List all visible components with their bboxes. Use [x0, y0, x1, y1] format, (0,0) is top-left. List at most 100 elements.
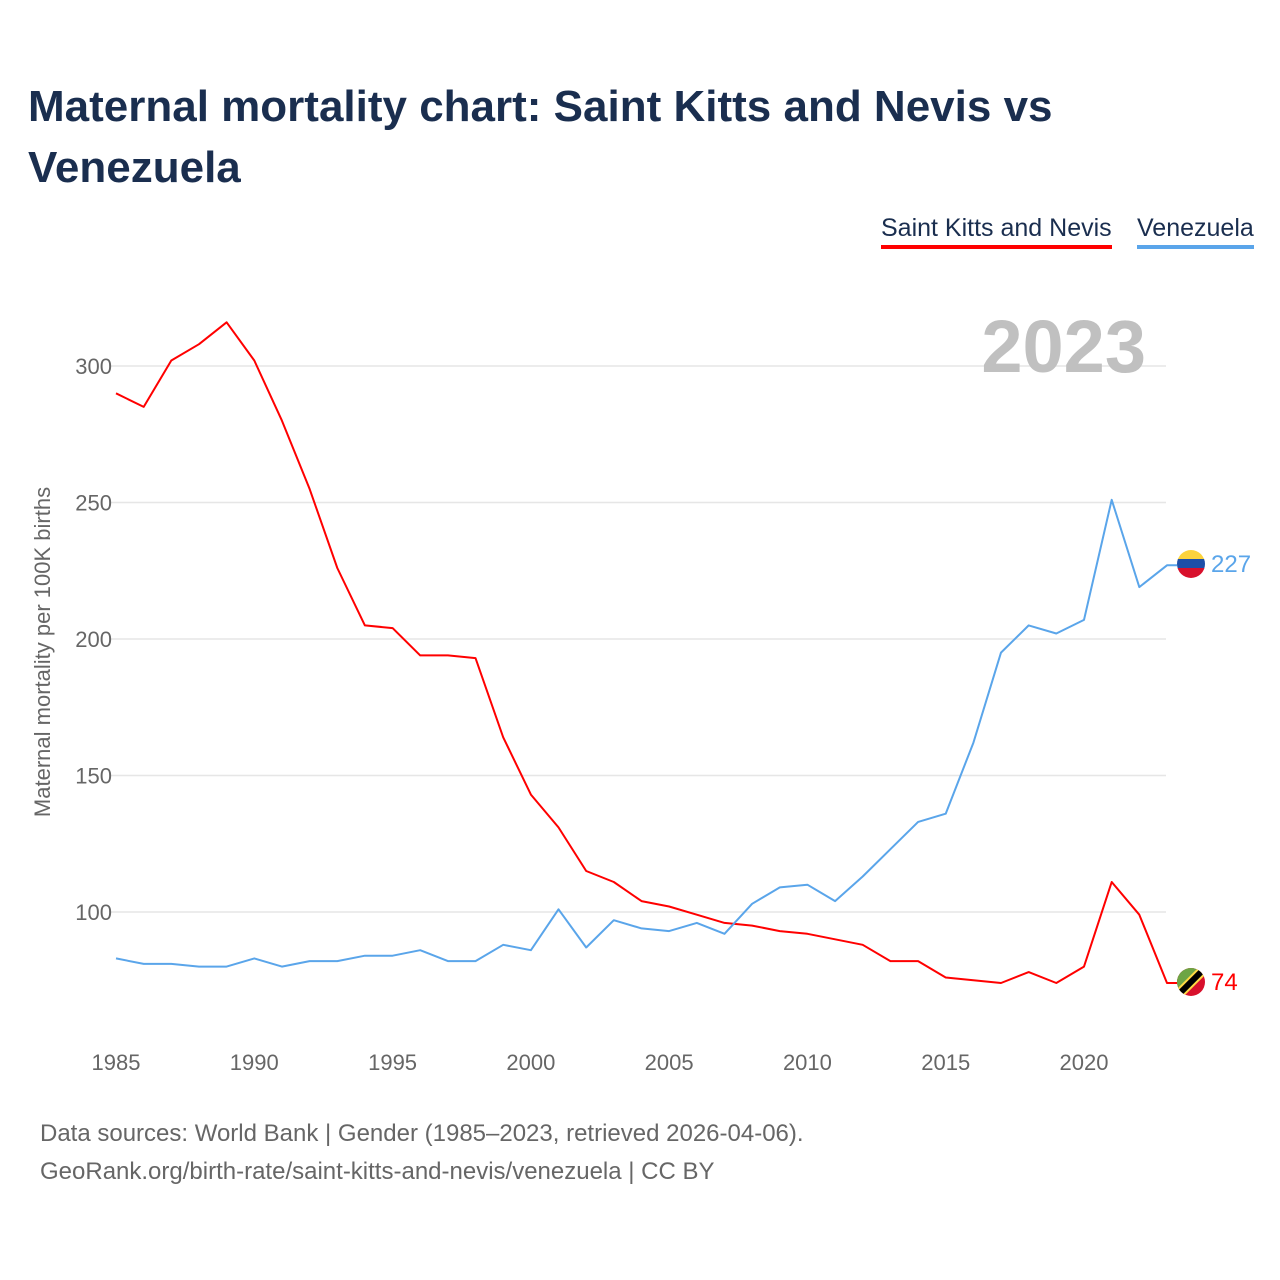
data-point[interactable] [637, 924, 645, 932]
data-point[interactable] [748, 900, 756, 908]
data-point[interactable] [886, 845, 894, 853]
data-point[interactable] [195, 340, 203, 348]
data-point[interactable] [748, 922, 756, 930]
data-point[interactable] [859, 941, 867, 949]
data-point[interactable] [278, 417, 286, 425]
series-line-saint-kitts-and-nevis [115, 321, 1177, 984]
saint-kitts-end-label: 74 [1211, 969, 1238, 996]
x-tick-label: 1985 [92, 1050, 141, 1075]
data-point[interactable] [333, 957, 341, 965]
data-point[interactable] [223, 963, 231, 971]
data-point[interactable] [444, 957, 452, 965]
data-point[interactable] [1163, 561, 1171, 569]
data-point[interactable] [637, 897, 645, 905]
data-point[interactable] [914, 957, 922, 965]
data-point[interactable] [389, 624, 397, 632]
data-point[interactable] [361, 621, 369, 629]
data-point[interactable] [195, 963, 203, 971]
data-point[interactable] [333, 564, 341, 572]
data-point[interactable] [610, 878, 618, 886]
data-point[interactable] [914, 818, 922, 826]
data-point[interactable] [112, 954, 120, 962]
data-point[interactable] [831, 935, 839, 943]
data-point[interactable] [886, 957, 894, 965]
data-point[interactable] [472, 957, 480, 965]
data-point[interactable] [223, 318, 231, 326]
attribution: GeoRank.org/birth-rate/saint-kitts-and-n… [40, 1158, 715, 1185]
data-point[interactable] [1108, 496, 1116, 504]
data-point[interactable] [720, 930, 728, 938]
data-point[interactable] [1025, 968, 1033, 976]
data-point[interactable] [250, 357, 258, 365]
data-point[interactable] [555, 823, 563, 831]
data-point[interactable] [831, 897, 839, 905]
data-point[interactable] [278, 963, 286, 971]
data-point[interactable] [527, 946, 535, 954]
y-tick-label: 300 [75, 354, 112, 379]
data-point[interactable] [803, 930, 811, 938]
data-point[interactable] [693, 919, 701, 927]
saint-kitts-and-nevis-flag-icon [1177, 968, 1205, 996]
y-axis-label: Maternal mortality per 100K births [30, 487, 55, 817]
data-point[interactable] [665, 927, 673, 935]
data-point[interactable] [416, 651, 424, 659]
data-point[interactable] [803, 881, 811, 889]
data-point[interactable] [167, 960, 175, 968]
data-point[interactable] [776, 927, 784, 935]
chart-title: Maternal mortality chart: Saint Kitts an… [28, 82, 1053, 192]
x-tick-label: 2020 [1060, 1050, 1109, 1075]
data-point[interactable] [942, 810, 950, 818]
y-tick-label: 250 [75, 491, 112, 516]
data-point[interactable] [997, 649, 1005, 657]
data-point[interactable] [1135, 911, 1143, 919]
series-line-venezuela [115, 498, 1177, 968]
data-point[interactable] [361, 952, 369, 960]
y-tick-label: 150 [75, 764, 112, 789]
data-point[interactable] [416, 946, 424, 954]
data-point[interactable] [140, 960, 148, 968]
data-point[interactable] [1052, 979, 1060, 987]
data-point[interactable] [1025, 621, 1033, 629]
data-point[interactable] [720, 919, 728, 927]
legend-venezuela[interactable]: Venezuela [1137, 214, 1254, 249]
data-point[interactable] [250, 954, 258, 962]
data-point[interactable] [1163, 979, 1171, 987]
data-point[interactable] [859, 873, 867, 881]
x-tick-label: 2015 [921, 1050, 970, 1075]
data-point[interactable] [499, 733, 507, 741]
data-point[interactable] [306, 957, 314, 965]
data-point[interactable] [969, 976, 977, 984]
data-point[interactable] [112, 389, 120, 397]
data-point[interactable] [1108, 878, 1116, 886]
data-point[interactable] [693, 911, 701, 919]
x-tick-label: 2010 [783, 1050, 832, 1075]
data-point[interactable] [610, 916, 618, 924]
data-point[interactable] [776, 883, 784, 891]
data-point[interactable] [1135, 583, 1143, 591]
y-tick-label: 200 [75, 627, 112, 652]
data-point[interactable] [555, 905, 563, 913]
data-point[interactable] [997, 979, 1005, 987]
data-point[interactable] [1080, 616, 1088, 624]
data-point[interactable] [389, 952, 397, 960]
data-point[interactable] [582, 867, 590, 875]
data-point[interactable] [1080, 963, 1088, 971]
x-tick-label: 2000 [506, 1050, 555, 1075]
data-point[interactable] [969, 739, 977, 747]
data-point[interactable] [140, 403, 148, 411]
data-point[interactable] [306, 485, 314, 493]
legend-saint-kitts-and-nevis[interactable]: Saint Kitts and Nevis [881, 214, 1112, 249]
data-point[interactable] [167, 357, 175, 365]
data-point[interactable] [942, 974, 950, 982]
data-point[interactable] [582, 943, 590, 951]
data-point[interactable] [444, 651, 452, 659]
data-point[interactable] [472, 654, 480, 662]
venezuela-flag-icon [1177, 550, 1205, 578]
data-point[interactable] [499, 941, 507, 949]
x-tick-label: 1995 [368, 1050, 417, 1075]
data-point[interactable] [1052, 630, 1060, 638]
y-tick-label: 100 [75, 900, 112, 925]
data-point[interactable] [527, 791, 535, 799]
x-tick-label: 1990 [230, 1050, 279, 1075]
data-point[interactable] [665, 903, 673, 911]
